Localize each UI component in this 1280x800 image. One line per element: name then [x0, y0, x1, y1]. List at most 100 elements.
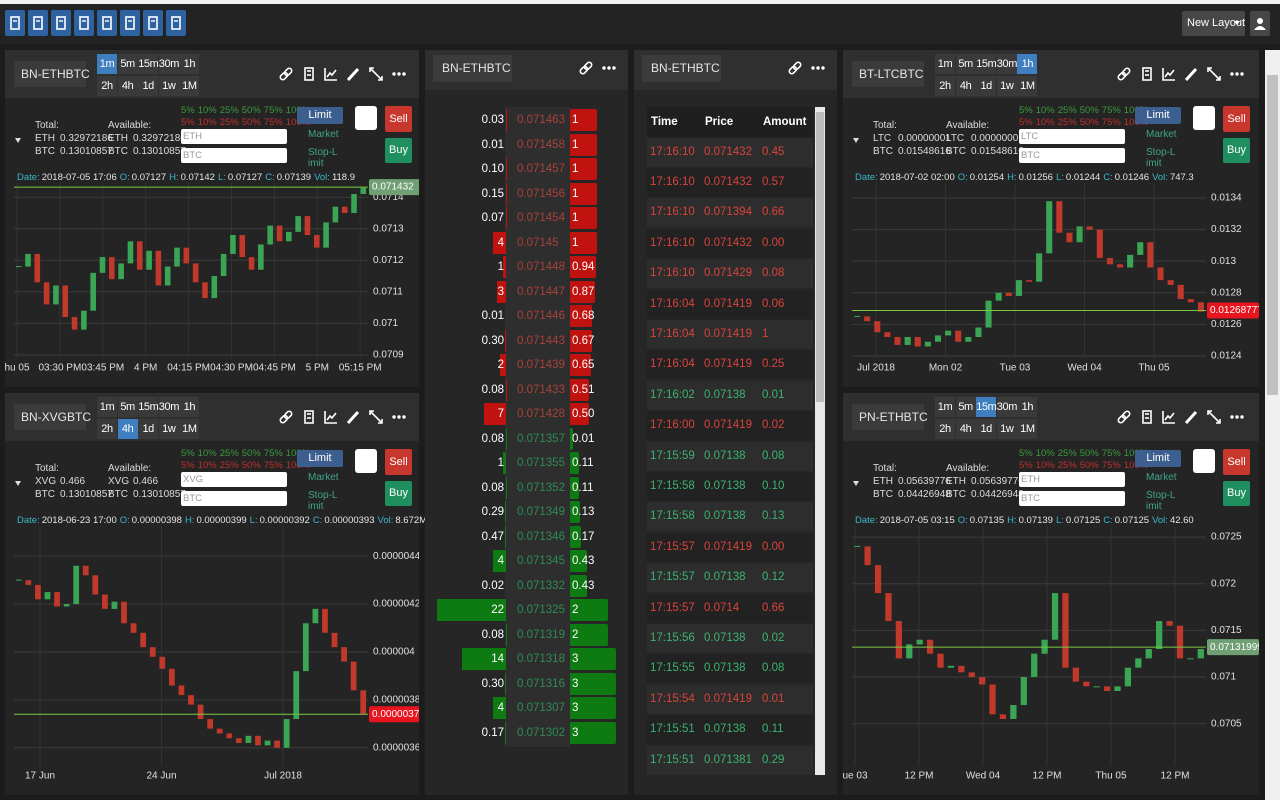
price[interactable]: 0.071355 — [517, 457, 565, 469]
link-icon[interactable] — [1117, 410, 1131, 424]
expand-icon[interactable] — [1207, 410, 1221, 424]
symbol-selector[interactable]: PN-ETHBTC — [852, 404, 928, 430]
price[interactable]: 0.071428 — [517, 408, 565, 420]
percent-option[interactable]: 75% — [263, 460, 283, 471]
price[interactable]: 0.071454 — [517, 212, 565, 224]
timeframe-button[interactable]: 15m — [138, 54, 159, 74]
sell-button[interactable]: Sell — [1223, 449, 1250, 475]
timeframe-button[interactable]: 1m — [97, 397, 117, 417]
percent-option[interactable]: 25% — [219, 105, 239, 116]
toolbar-button[interactable] — [120, 10, 140, 36]
pencil-icon[interactable] — [1184, 410, 1198, 425]
price[interactable]: 0.071302 — [517, 726, 565, 739]
percent-option[interactable]: 75% — [1101, 117, 1121, 128]
price[interactable]: 0.071325 — [517, 604, 565, 616]
percent-option[interactable]: 10% — [1035, 117, 1055, 128]
toolbar-button[interactable] — [51, 10, 71, 36]
percent-option[interactable]: 5% — [181, 117, 195, 128]
percent-option[interactable]: 75% — [1101, 105, 1121, 116]
timeframe-button[interactable]: 1d — [138, 76, 159, 96]
timeframe-button[interactable]: 2h — [935, 419, 955, 439]
percent-option[interactable]: 10% — [197, 117, 217, 128]
percent-option[interactable]: 25% — [219, 460, 239, 471]
timeframe-button[interactable]: 1M — [179, 419, 200, 439]
percent-option[interactable]: 50% — [241, 460, 261, 471]
limit-button[interactable]: Limit — [297, 107, 343, 124]
percent-option[interactable]: 5% — [181, 448, 195, 459]
chart-icon[interactable] — [1162, 411, 1175, 424]
percent-option[interactable]: 75% — [263, 448, 283, 459]
percent-option[interactable]: 75% — [1101, 460, 1121, 471]
percent-option[interactable]: 5% — [1019, 117, 1033, 128]
link-icon[interactable] — [788, 61, 802, 75]
link-icon[interactable] — [579, 61, 593, 75]
amount-input[interactable]: BTC — [181, 148, 287, 163]
timeframe-button[interactable]: 1w — [158, 419, 179, 439]
timeframe-button[interactable]: 5m — [955, 54, 976, 74]
expand-icon[interactable] — [369, 410, 383, 424]
price[interactable]: 0.071352 — [517, 481, 565, 494]
timeframe-button[interactable]: 1h — [179, 54, 200, 74]
percent-option[interactable]: 5% — [181, 460, 195, 471]
dots-icon[interactable] — [1230, 415, 1244, 419]
amount-input[interactable]: BTC — [1019, 491, 1125, 506]
percent-option[interactable]: 25% — [1057, 105, 1077, 116]
price[interactable]: 0.071463 — [517, 114, 565, 126]
dots-icon[interactable] — [392, 415, 406, 419]
timeframe-button[interactable]: 4h — [955, 76, 976, 96]
timeframe-button[interactable]: 1w — [996, 76, 1017, 96]
price[interactable]: 0.071307 — [517, 702, 565, 714]
timeframe-button[interactable]: 1m — [935, 397, 955, 417]
price[interactable]: 0.071446 — [517, 310, 565, 322]
expand-icon[interactable] — [1207, 67, 1221, 81]
percent-option[interactable]: 75% — [1101, 448, 1121, 459]
price[interactable]: 0.071443 — [517, 334, 565, 347]
price[interactable]: 0.071357 — [517, 432, 565, 445]
percent-option[interactable]: 10% — [1035, 460, 1055, 471]
percent-option[interactable]: 10% — [1035, 448, 1055, 459]
price[interactable]: 0.071345 — [517, 555, 565, 567]
timeframe-button[interactable]: 15m — [138, 397, 159, 417]
color-swatch[interactable] — [1193, 106, 1215, 130]
amount-input[interactable]: BTC — [181, 491, 287, 506]
percent-option[interactable]: 50% — [241, 117, 261, 128]
timeframe-button[interactable]: 5m — [117, 397, 138, 417]
market-option[interactable]: Market — [1146, 472, 1177, 483]
calc-icon[interactable] — [1142, 410, 1152, 424]
chart-icon[interactable] — [324, 68, 337, 81]
pencil-icon[interactable] — [346, 67, 360, 82]
percent-option[interactable]: 5% — [1019, 105, 1033, 116]
dots-icon[interactable] — [1230, 72, 1244, 76]
buy-button[interactable]: Buy — [1223, 138, 1250, 163]
percent-option[interactable]: 10% — [197, 460, 217, 471]
timeframe-button[interactable]: 15m — [976, 397, 997, 417]
symbol-selector[interactable]: BN-ETHBTC — [642, 55, 721, 82]
timeframe-button[interactable]: 4h — [117, 419, 138, 439]
percent-option[interactable]: 25% — [219, 117, 239, 128]
timeframe-button[interactable]: 1d — [138, 419, 159, 439]
symbol-selector[interactable]: BT-LTCBTC — [852, 61, 924, 87]
sell-button[interactable]: Sell — [385, 106, 412, 132]
price[interactable]: 0.071439 — [517, 359, 565, 371]
color-swatch[interactable] — [1193, 449, 1215, 473]
percent-option[interactable]: 50% — [1079, 117, 1099, 128]
symbol-selector[interactable]: BN-XVGBTC — [14, 404, 91, 430]
timeframe-button[interactable]: 15m — [976, 54, 997, 74]
pencil-icon[interactable] — [1184, 67, 1198, 82]
price[interactable]: 0.071447 — [517, 285, 565, 298]
amount-input[interactable]: XVG — [181, 472, 287, 487]
price[interactable]: 0.071319 — [517, 628, 565, 641]
timeframe-button[interactable]: 1h — [1017, 54, 1038, 74]
toolbar-button[interactable] — [74, 10, 94, 36]
price[interactable]: 0.07145 — [517, 236, 559, 249]
stop-limit-option[interactable]: Stop-Limit — [308, 147, 338, 169]
percent-option[interactable]: 10% — [197, 448, 217, 459]
timeframe-button[interactable]: 30m — [996, 54, 1017, 74]
timeframe-button[interactable]: 2h — [935, 76, 955, 96]
timeframe-button[interactable]: 1m — [97, 54, 117, 74]
toolbar-button[interactable] — [166, 10, 186, 36]
percent-option[interactable]: 5% — [1019, 448, 1033, 459]
timeframe-button[interactable]: 5m — [955, 397, 976, 417]
percent-option[interactable]: 5% — [181, 105, 195, 116]
percent-option[interactable]: 5% — [1019, 460, 1033, 471]
